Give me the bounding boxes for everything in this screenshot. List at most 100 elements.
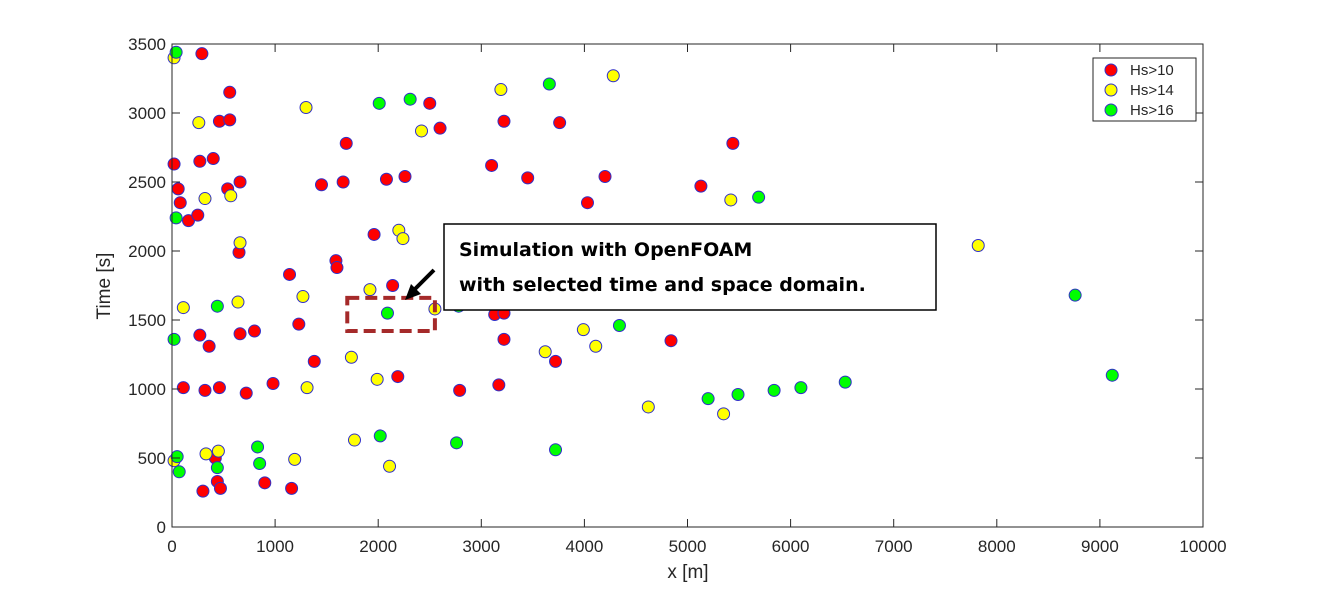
- point-hs16: [172, 465, 186, 479]
- point-hs16: [210, 461, 224, 475]
- annotation-arrow-head: [405, 284, 421, 300]
- y-tick-label: 1000: [128, 380, 166, 399]
- point-hs10: [497, 332, 511, 346]
- legend: Hs>10 Hs>14 Hs>16: [1092, 57, 1197, 122]
- annotation-line-2: with selected time and space domain.: [459, 274, 866, 296]
- legend-label-hs10: Hs>10: [1130, 62, 1174, 79]
- point-hs14: [538, 345, 552, 359]
- point-hs16: [380, 306, 394, 320]
- point-hs14: [415, 124, 429, 138]
- point-hs10: [726, 136, 740, 150]
- point-hs14: [363, 283, 377, 297]
- point-hs14: [717, 407, 731, 421]
- point-hs10: [423, 96, 437, 110]
- point-hs14: [576, 323, 590, 337]
- point-hs10: [694, 179, 708, 193]
- point-hs10: [195, 47, 209, 61]
- x-axis: 0 1000 2000 3000 4000 5000 6000 7000 8000 9000 100…: [167, 44, 1227, 556]
- point-hs10: [223, 85, 237, 99]
- point-hs10: [171, 182, 185, 196]
- x-tick-label: 9000: [1081, 537, 1119, 556]
- x-tick-label: 6000: [772, 537, 810, 556]
- x-tick-label: 7000: [875, 537, 913, 556]
- x-tick-label: 3000: [462, 537, 500, 556]
- point-hs10: [213, 481, 227, 495]
- legend-marker-hs16: [1104, 103, 1118, 117]
- point-hs14: [383, 459, 397, 473]
- x-tick-label: 5000: [669, 537, 707, 556]
- point-hs16: [210, 299, 224, 313]
- point-hs10: [191, 208, 205, 222]
- point-hs16: [612, 319, 626, 333]
- point-hs16: [253, 457, 267, 471]
- point-hs14: [344, 350, 358, 364]
- point-hs10: [367, 227, 381, 241]
- legend-marker-hs14: [1104, 83, 1118, 97]
- point-hs14: [396, 232, 410, 246]
- legend-label-hs16: Hs>16: [1130, 102, 1174, 119]
- point-hs10: [521, 171, 535, 185]
- point-hs16: [794, 381, 808, 395]
- point-hs10: [336, 175, 350, 189]
- point-hs10: [398, 169, 412, 183]
- point-hs10: [223, 113, 237, 127]
- annotation-box: [443, 223, 937, 311]
- legend-label-hs14: Hs>14: [1130, 82, 1174, 99]
- x-tick-label: 2000: [359, 537, 397, 556]
- y-tick-label: 3000: [128, 104, 166, 123]
- point-hs14: [724, 193, 738, 207]
- x-tick-label: 10000: [1179, 537, 1226, 556]
- point-hs10: [173, 196, 187, 210]
- point-hs16: [701, 392, 715, 406]
- y-tick-label: 500: [138, 449, 166, 468]
- point-hs10: [283, 267, 297, 281]
- point-hs14: [199, 447, 213, 461]
- point-hs10: [492, 378, 506, 392]
- point-hs10: [239, 386, 253, 400]
- point-hs14: [347, 433, 361, 447]
- point-hs10: [233, 175, 247, 189]
- y-tick-label: 1500: [128, 311, 166, 330]
- point-hs16: [731, 388, 745, 402]
- point-hs16: [838, 375, 852, 389]
- point-hs10: [233, 327, 247, 341]
- point-hs10: [266, 376, 280, 390]
- point-hs10: [664, 334, 678, 348]
- x-tick-label: 1000: [256, 537, 294, 556]
- point-hs14: [589, 339, 603, 353]
- point-hs16: [549, 443, 563, 457]
- point-hs10: [292, 317, 306, 331]
- point-hs10: [198, 383, 212, 397]
- point-hs10: [193, 328, 207, 342]
- point-hs16: [1068, 288, 1082, 302]
- point-hs14: [211, 444, 225, 458]
- point-hs16: [372, 96, 386, 110]
- point-hs16: [752, 190, 766, 204]
- point-hs14: [299, 100, 313, 114]
- point-hs14: [971, 238, 985, 252]
- point-hs14: [606, 69, 620, 83]
- point-hs14: [233, 236, 247, 250]
- point-hs16: [167, 332, 181, 346]
- annotation-line-1: Simulation with OpenFOAM: [459, 239, 752, 261]
- y-tick-label: 0: [157, 518, 166, 537]
- point-hs14: [176, 301, 190, 315]
- point-hs14: [296, 290, 310, 304]
- point-hs10: [453, 383, 467, 397]
- y-axis-label: Time [s]: [94, 253, 115, 320]
- point-hs10: [196, 484, 210, 498]
- point-hs10: [176, 381, 190, 395]
- point-hs10: [212, 381, 226, 395]
- point-hs10: [339, 136, 353, 150]
- point-hs16: [251, 440, 265, 454]
- point-hs16: [1105, 368, 1119, 382]
- point-hs10: [485, 158, 499, 172]
- y-tick-label: 3500: [128, 35, 166, 54]
- y-axis: 0 500 1000 1500 2000 2500 3000 3500: [128, 35, 1203, 537]
- point-hs14: [370, 372, 384, 386]
- point-hs16: [373, 429, 387, 443]
- point-hs10: [206, 152, 220, 166]
- point-hs14: [300, 381, 314, 395]
- point-hs14: [494, 83, 508, 97]
